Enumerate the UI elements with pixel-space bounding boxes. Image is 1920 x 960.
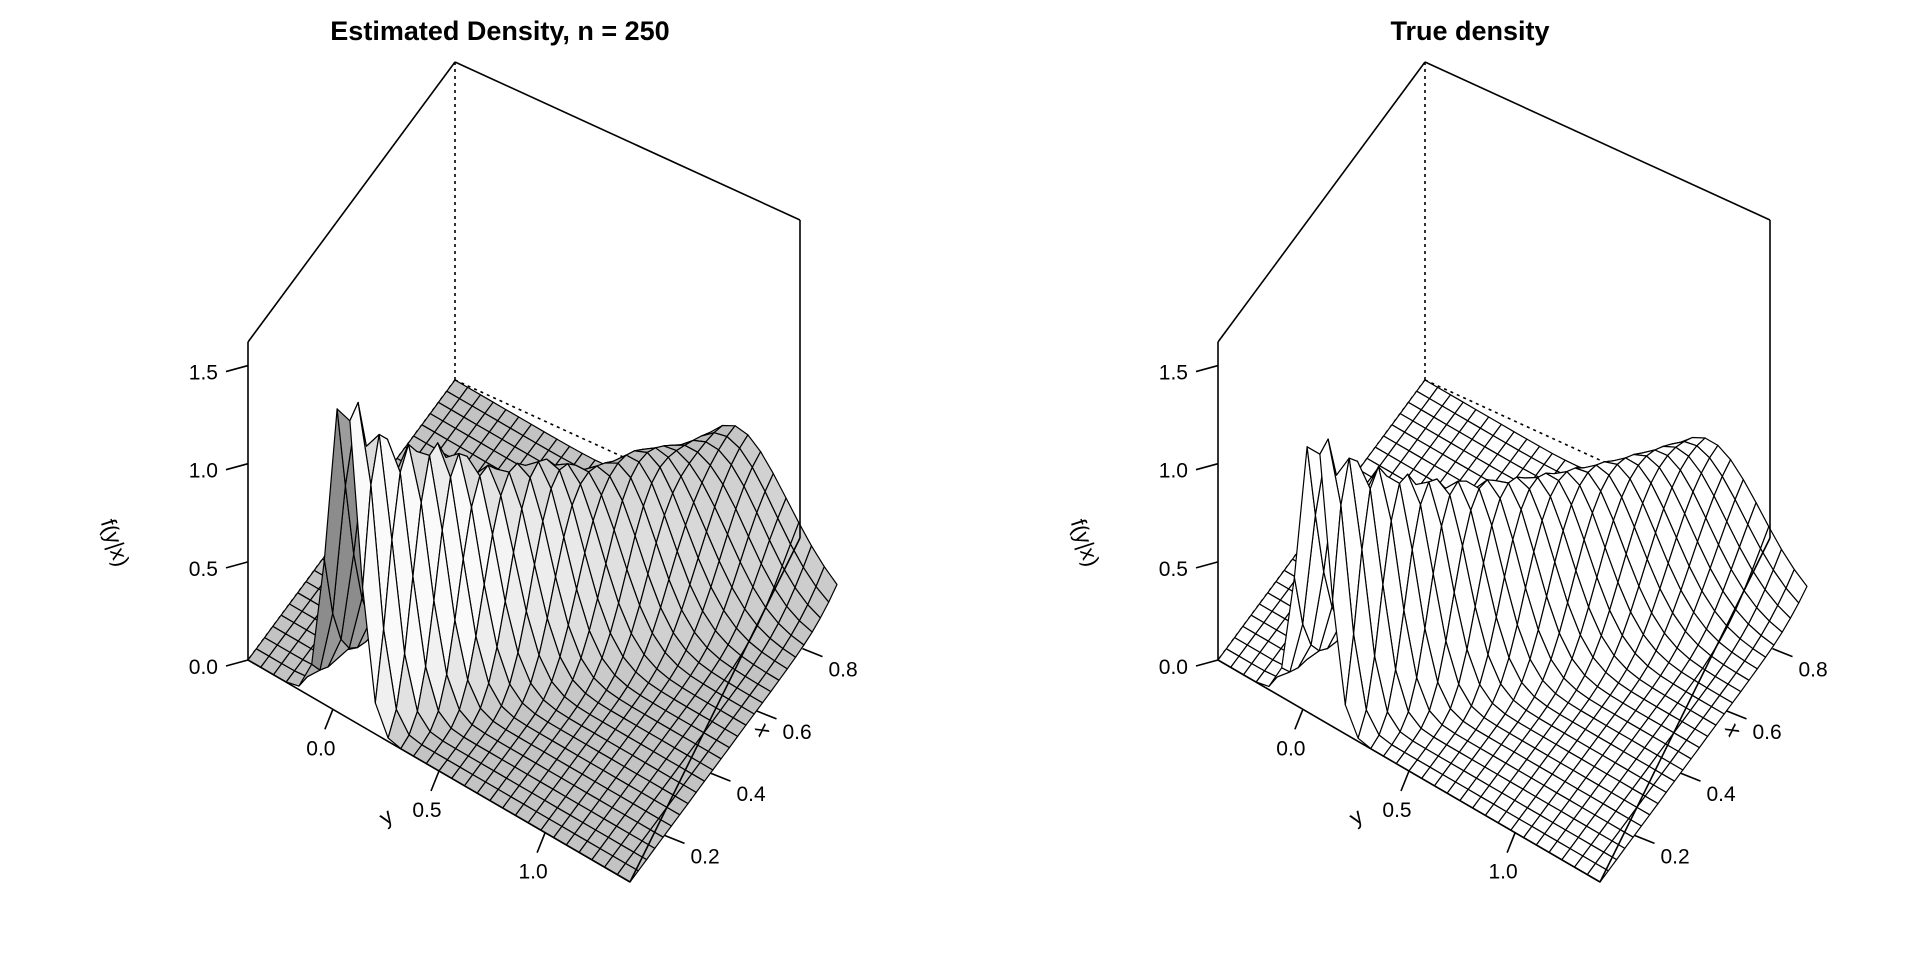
z-axis-label: f(y|x) bbox=[96, 516, 135, 570]
box-edge bbox=[629, 537, 801, 883]
y-tick-label: 0.0 bbox=[1276, 737, 1305, 760]
estimated-density-panel: Estimated Density, n = 250 0.00.51.01.50… bbox=[96, 16, 858, 884]
y-tick-label: 0.5 bbox=[412, 799, 441, 822]
z-tick bbox=[1195, 659, 1219, 667]
y-tick-label: 0.5 bbox=[1382, 799, 1411, 822]
y-tick bbox=[430, 770, 440, 792]
x-tick-label: 0.6 bbox=[783, 721, 812, 744]
true-density-panel: True density 0.0 0.5 1.0 1.5 0.0 0.5 1.0 0.2 0.4… bbox=[1066, 16, 1828, 884]
y-axis-label: y bbox=[374, 803, 397, 830]
z-tick-label: 0.5 bbox=[189, 558, 218, 581]
z-tick-label: 0.0 bbox=[189, 656, 218, 679]
z-tick bbox=[225, 659, 249, 667]
z-tick-label: 0.5 bbox=[1159, 558, 1188, 581]
x-tick-label: 0.6 bbox=[1753, 721, 1782, 744]
y-tick bbox=[324, 709, 334, 730]
axis-ticks: 0.0 0.5 1.0 1.5 0.0 0.5 1.0 0.2 0.4 0.6 0.8 bbox=[1159, 362, 1828, 884]
z-tick bbox=[225, 364, 249, 373]
box-edge bbox=[1217, 61, 1426, 343]
y-tick bbox=[1294, 709, 1304, 730]
x-tick-label: 0.2 bbox=[691, 845, 720, 868]
y-tick bbox=[1506, 832, 1516, 853]
z-tick bbox=[1195, 462, 1219, 471]
y-tick bbox=[536, 832, 546, 853]
x-tick bbox=[756, 710, 777, 720]
z-tick-label: 1.0 bbox=[1159, 460, 1188, 483]
box-edge bbox=[1599, 537, 1771, 883]
y-tick-label: 1.0 bbox=[1489, 861, 1518, 884]
box-edge bbox=[454, 61, 801, 221]
box-edge bbox=[247, 61, 456, 343]
panel-title: True density bbox=[1390, 16, 1549, 46]
x-axis-label: x bbox=[750, 719, 777, 740]
z-tick bbox=[1195, 561, 1219, 569]
z-tick-label: 1.5 bbox=[1159, 362, 1188, 385]
x-tick-label: 0.8 bbox=[829, 659, 858, 682]
x-tick-label: 0.2 bbox=[1661, 845, 1690, 868]
x-tick bbox=[1634, 834, 1655, 845]
axis-ticks: 0.0 0.5 1.0 1.5 0.0 0.5 1.0 0.2 0.4 0.6 0.8 bbox=[189, 362, 858, 884]
x-axis-label: x bbox=[1720, 719, 1747, 740]
z-tick-label: 1.0 bbox=[189, 460, 218, 483]
x-tick bbox=[1726, 710, 1747, 720]
y-tick bbox=[1400, 770, 1410, 792]
z-axis-label: f(y|x) bbox=[1066, 516, 1105, 570]
x-tick-label: 0.4 bbox=[737, 783, 767, 806]
density-surface bbox=[1217, 379, 1808, 883]
x-tick bbox=[664, 834, 685, 845]
z-tick bbox=[1195, 364, 1219, 373]
x-tick bbox=[710, 772, 731, 782]
x-tick-label: 0.8 bbox=[1799, 659, 1828, 682]
bounding-box bbox=[247, 61, 801, 883]
z-tick-label: 0.0 bbox=[1159, 656, 1188, 679]
y-tick-label: 0.0 bbox=[306, 737, 335, 760]
bounding-box bbox=[1217, 61, 1771, 883]
density-surface bbox=[247, 379, 838, 883]
y-axis-label: y bbox=[1344, 803, 1367, 830]
z-tick-label: 1.5 bbox=[189, 362, 218, 385]
y-tick-label: 1.0 bbox=[519, 861, 548, 884]
x-tick bbox=[1772, 647, 1793, 658]
x-tick-label: 0.4 bbox=[1707, 783, 1737, 806]
x-tick bbox=[1680, 772, 1701, 782]
z-tick bbox=[225, 462, 249, 471]
box-edge bbox=[1424, 61, 1771, 221]
x-tick bbox=[802, 647, 823, 658]
panel-title: Estimated Density, n = 250 bbox=[330, 16, 669, 46]
z-tick bbox=[225, 561, 249, 569]
